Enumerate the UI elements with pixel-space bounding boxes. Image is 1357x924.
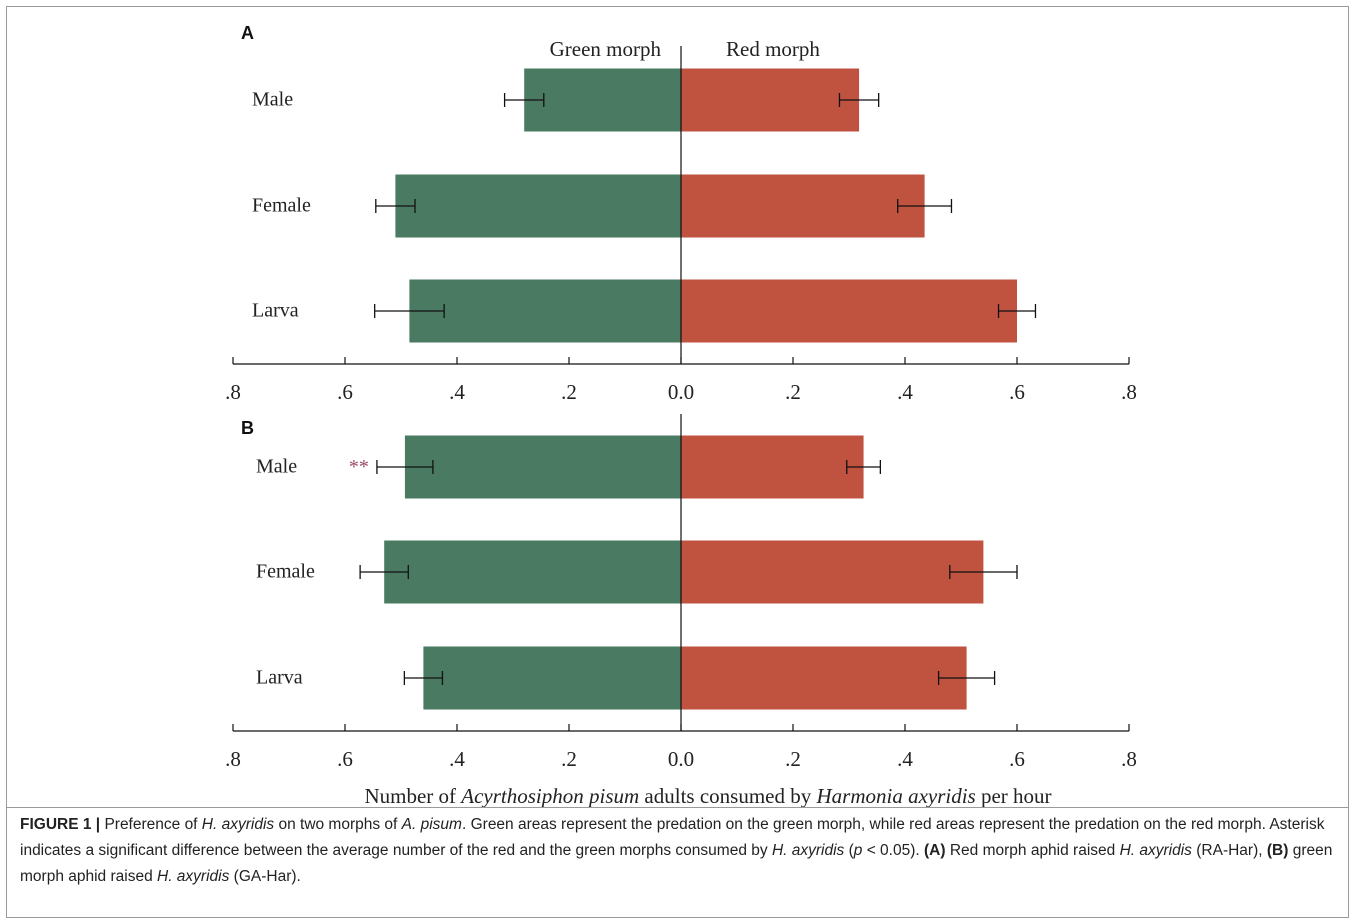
- caption-text-part: green morph aphid raised: [20, 842, 1333, 885]
- caption-text-part: H. axyridis: [201, 816, 275, 833]
- caption-text-part: (RA-Har),: [1191, 842, 1267, 859]
- bar-red-female: [681, 540, 984, 604]
- category-label-female: Female: [252, 195, 311, 217]
- series-label-red: Red morph: [726, 37, 820, 61]
- caption-divider: [6, 807, 1349, 808]
- bar-green-male: [404, 435, 681, 499]
- caption-text-part: A. pisum: [401, 816, 462, 833]
- bar-green-female: [395, 174, 681, 238]
- x-tick-label: .6: [337, 747, 353, 771]
- error-bar-green-female: [359, 565, 409, 579]
- bar-green-male: [524, 68, 681, 132]
- x-tick-label: .4: [449, 380, 465, 404]
- x-axis-title: Number of Acyrthosiphon pisum adults con…: [364, 784, 1051, 808]
- bar-red-larva: [681, 279, 1017, 343]
- bar-red-male: [681, 435, 864, 499]
- significance-asterisk: **: [349, 456, 369, 478]
- caption-text-part: H. axyridis: [157, 868, 230, 885]
- series-label-green: Green morph: [550, 37, 662, 61]
- error-bar-green-larva: [403, 671, 444, 685]
- bar-green-female: [384, 540, 681, 604]
- bar-red-male: [681, 68, 860, 132]
- panel-label: B: [241, 418, 254, 438]
- category-label-larva: Larva: [252, 300, 299, 322]
- error-bar-red-female: [897, 199, 953, 213]
- x-tick-label: 0.0: [668, 380, 694, 404]
- error-bar-green-male: [503, 93, 545, 107]
- x-tick-label: .6: [337, 380, 353, 404]
- x-tick-label: .4: [897, 747, 913, 771]
- x-tick-label: 0.0: [668, 747, 694, 771]
- figure-caption: FIGURE 1 | Preference of H. axyridis on …: [20, 812, 1340, 890]
- error-bar-red-female: [949, 565, 1018, 579]
- x-tick-label: .8: [225, 747, 241, 771]
- x-tick-label: .8: [1121, 747, 1137, 771]
- caption-figure-label: FIGURE 1 |: [20, 816, 105, 833]
- x-tick-label: .8: [225, 380, 241, 404]
- error-bar-red-larva: [937, 671, 996, 685]
- x-tick-label: .6: [1009, 747, 1025, 771]
- caption-text-part: (GA-Har).: [229, 868, 301, 885]
- category-label-female: Female: [256, 561, 315, 583]
- caption-text-part: Preference of: [104, 816, 202, 833]
- bar-green-larva: [409, 279, 681, 343]
- caption-text-part: on two morphs of: [274, 816, 402, 833]
- caption-text-part: (B): [1266, 842, 1289, 859]
- error-bar-red-larva: [997, 304, 1037, 318]
- caption-text-part: H. axyridis: [1119, 842, 1192, 859]
- caption-text-part: (A): [924, 842, 946, 859]
- x-axis-title-part: adults consumed by: [639, 784, 816, 808]
- x-tick-label: .4: [449, 747, 465, 771]
- caption-text-part: Red morph aphid raised: [945, 842, 1120, 859]
- figure-svg: A Green morph Red morph Male Female Larva .8 .6…: [225, 23, 1137, 808]
- x-axis-title-part: per hour: [976, 784, 1052, 808]
- x-tick-label: .2: [561, 747, 577, 771]
- chart-panel-a: A Green morph Red morph Male Female Larva .8 .6…: [225, 23, 1137, 404]
- error-bar-green-male: [376, 460, 434, 474]
- bar-red-larva: [681, 646, 967, 710]
- error-bar-green-female: [375, 199, 416, 213]
- caption-text-part: (: [844, 842, 854, 859]
- error-bar-green-larva: [374, 304, 445, 318]
- x-tick-label: .2: [561, 380, 577, 404]
- error-bar-red-male: [846, 460, 882, 474]
- caption-text-part: H. axyridis: [771, 842, 845, 859]
- x-axis-title-part: Acyrthosiphon pisum: [459, 784, 639, 808]
- category-label-larva: Larva: [256, 667, 303, 689]
- category-label-male: Male: [256, 456, 297, 478]
- x-tick-label: .2: [785, 747, 801, 771]
- caption-text-part: < 0.05).: [862, 842, 924, 859]
- error-bar-red-male: [838, 93, 880, 107]
- x-axis-title-part: Harmonia axyridis: [815, 784, 975, 808]
- x-tick-label: .6: [1009, 380, 1025, 404]
- caption-text-part: . Green areas represent the predation on…: [20, 816, 1325, 859]
- x-tick-label: .8: [1121, 380, 1137, 404]
- category-label-male: Male: [252, 89, 293, 111]
- caption-text-part: p: [853, 842, 863, 859]
- x-tick-label: .2: [785, 380, 801, 404]
- panel-label: A: [241, 23, 254, 43]
- bar-red-female: [681, 174, 925, 238]
- bar-green-larva: [423, 646, 681, 710]
- x-axis-title-part: Number of: [364, 784, 461, 808]
- x-tick-label: .4: [897, 380, 913, 404]
